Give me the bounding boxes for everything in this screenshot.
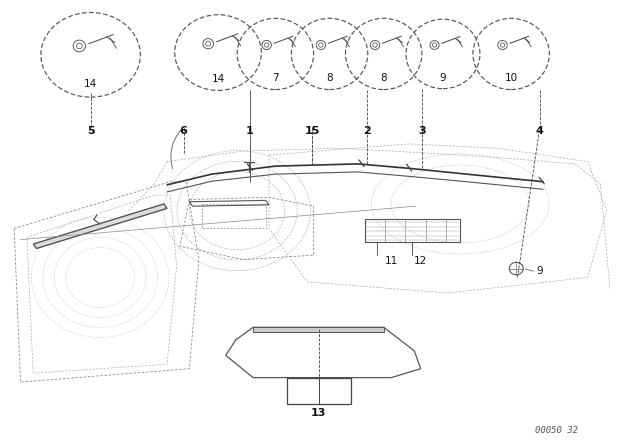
Text: 14: 14 xyxy=(84,79,97,89)
Text: 10: 10 xyxy=(504,73,518,83)
Text: 3: 3 xyxy=(418,126,426,136)
Text: 14: 14 xyxy=(211,74,225,84)
Text: 13: 13 xyxy=(311,408,326,418)
Text: 8: 8 xyxy=(380,73,387,83)
Text: 9: 9 xyxy=(536,266,543,276)
Text: 8: 8 xyxy=(326,73,333,83)
Text: 6: 6 xyxy=(180,126,188,136)
Text: 7: 7 xyxy=(272,73,278,83)
Text: 2: 2 xyxy=(363,126,371,136)
Text: 15: 15 xyxy=(305,126,320,136)
Text: 1: 1 xyxy=(246,126,254,136)
Text: 4: 4 xyxy=(536,126,544,136)
Text: 5: 5 xyxy=(87,126,95,136)
Polygon shape xyxy=(33,204,167,249)
Text: 11: 11 xyxy=(385,255,398,266)
Text: 12: 12 xyxy=(413,255,427,266)
Polygon shape xyxy=(253,327,384,332)
Text: 00050 32: 00050 32 xyxy=(535,426,578,435)
Text: 9: 9 xyxy=(440,73,446,83)
